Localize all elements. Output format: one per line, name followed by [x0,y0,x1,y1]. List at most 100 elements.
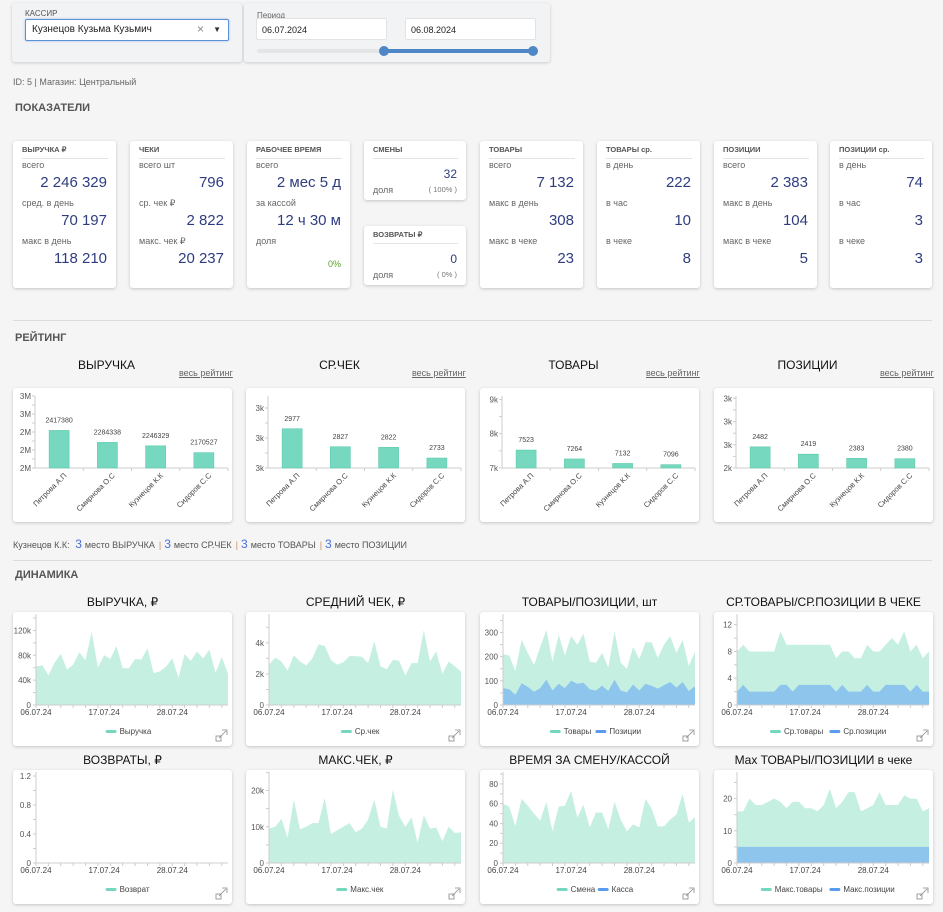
x-tick-label: Смирнова О.С [308,471,351,514]
chevron-down-icon[interactable]: ▼ [213,25,221,34]
kpi-label: макс в день [489,198,539,208]
date-to-input[interactable]: 06.08.2024 [405,18,536,40]
cashier-select[interactable]: Кузнецов Кузьма Кузьмич × ▼ [25,19,229,41]
legend-label: Товары [564,727,592,736]
area-series-2[interactable] [737,846,929,863]
kpi-label: всего [22,160,45,170]
x-tick-label: 28.07.24 [157,866,189,875]
data-label: 2383 [849,445,865,452]
x-tick-label: 17.07.24 [790,708,822,717]
bar[interactable] [749,446,771,469]
period-slider-handle-end[interactable] [528,46,538,56]
legend-item[interactable]: Касса [597,885,634,894]
y-tick-label: 2M [20,446,31,455]
data-label: 2419 [801,441,817,448]
legend-item[interactable]: Ср.позиции [829,727,886,736]
area-series-1[interactable] [269,630,461,705]
rating-place: 3 [325,537,332,551]
period-slider-handle-start[interactable] [378,46,389,56]
bar[interactable] [378,447,399,469]
y-tick-label: 0 [260,701,265,710]
kpi-label: в день [839,160,867,170]
legend-item[interactable]: Макс.позиции [829,885,895,894]
y-tick-label: 3k [724,441,733,450]
y-tick-label: 40k [18,676,32,685]
kpi-label: макс в день [22,236,72,246]
bar[interactable] [330,446,351,469]
legend-item[interactable]: Возврат [105,885,150,894]
legend-swatch [769,730,781,733]
date-from-input[interactable]: 06.07.2024 [256,18,387,40]
kpi-label: доля [373,185,394,195]
legend-item[interactable]: Макс.чек [336,885,384,894]
kpi-value: 23 [557,250,574,267]
full-rating-link[interactable]: весь рейтинг [179,368,233,378]
period-label: Период [257,11,286,20]
expand-icon[interactable] [215,887,228,900]
section-title-rating: РЕЙТИНГ [15,332,67,344]
legend-item[interactable]: Смена [556,885,596,894]
kpi-label: сред. в день [22,198,74,208]
bar[interactable] [145,445,166,469]
x-tick-label: 06.07.24 [721,866,753,875]
dynamics-chart: 0 20 40 60 80 06.07.24 17.07.24 28.07.24 Смена Ка… [480,770,699,904]
area-series-1[interactable] [269,789,461,863]
x-tick-label: 06.07.24 [253,708,285,717]
bar[interactable] [612,463,633,469]
legend-item[interactable]: Ср.товары [769,727,824,736]
kpi-card-checks: ЧЕКИ всего шт 796 ср. чек ₽ 2 822 макс. чек ₽… [130,141,233,288]
period-panel: Период 06.07.2024 06.08.2024 [244,3,550,62]
y-tick-label: 0 [27,701,32,710]
x-tick-label: 06.07.24 [721,708,753,717]
full-rating-link[interactable]: весь рейтинг [646,368,700,378]
bar[interactable] [426,457,448,469]
data-label: 2482 [752,434,768,441]
y-tick-label: 1.2 [20,772,32,781]
legend-label: Позиции [609,727,641,736]
area-series-2[interactable] [737,684,929,705]
bar[interactable] [515,449,537,469]
x-tick-label: Смирнова О.С [542,471,585,514]
bar[interactable] [193,452,215,469]
expand-icon[interactable] [682,887,695,900]
kpi-card-returns: ВОЗВРАТЫ ₽ 0 доля ( 0% ) [364,226,466,285]
y-tick-label: 3k [256,404,265,413]
expand-icon[interactable] [448,887,461,900]
area-series-2[interactable] [503,679,695,705]
legend-item[interactable]: Выручка [105,727,152,736]
area-series-1[interactable] [503,790,695,863]
expand-icon[interactable] [916,887,929,900]
bar[interactable] [97,442,118,469]
legend-item[interactable]: Позиции [595,727,641,736]
area-series-1[interactable] [36,631,228,705]
area-series-1[interactable] [737,788,929,863]
full-rating-link[interactable]: весь рейтинг [880,368,934,378]
bar[interactable] [281,428,303,469]
kpi-value: 0 [450,252,457,266]
bar[interactable] [798,453,819,469]
rating-chart: 2k 3k 3k 3k 2482 Петрова А.П 2419 Смирнова О.С 2… [714,388,933,522]
legend-item[interactable]: Ср.чек [340,727,380,736]
bar[interactable] [846,458,867,469]
bar[interactable] [894,458,916,469]
legend-item[interactable]: Макс.товары [760,885,823,894]
y-tick-label: 8 [728,647,733,656]
full-rating-link[interactable]: весь рейтинг [412,368,466,378]
expand-icon[interactable] [916,729,929,742]
separator: | [235,540,238,550]
expand-icon[interactable] [448,729,461,742]
y-tick-label: 7k [490,464,499,473]
kpi-value: 20 237 [178,250,224,267]
expand-icon[interactable] [682,729,695,742]
bar[interactable] [564,458,585,469]
y-tick-label: 10k [251,823,265,832]
data-label: 2170527 [190,440,217,447]
kpi-value: 118 210 [53,250,107,267]
clear-icon[interactable]: × [196,22,204,36]
legend-item[interactable]: Товары [549,727,592,736]
expand-icon[interactable] [215,729,228,742]
x-tick-label: 28.07.24 [390,708,422,717]
bar[interactable] [48,430,70,469]
bar[interactable] [660,464,682,469]
cashier-panel: КАССИР Кузнецов Кузьма Кузьмич × ▼ [12,3,242,62]
